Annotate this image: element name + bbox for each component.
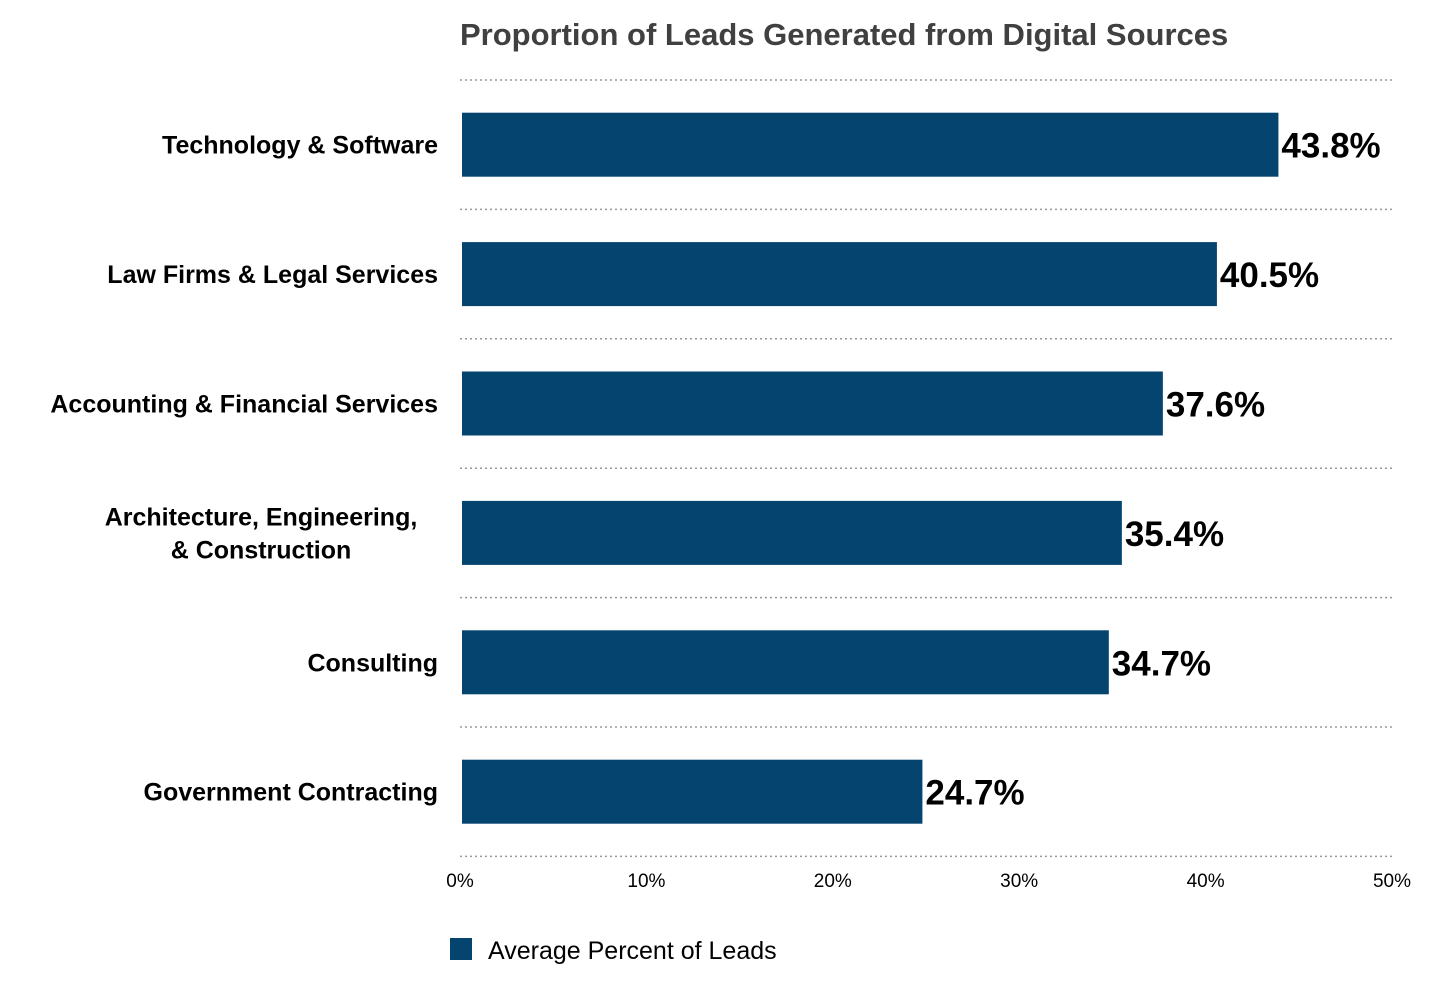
category-label: Government Contracting: [144, 779, 438, 807]
x-tick-label: 30%: [1000, 871, 1038, 892]
x-tick-label: 40%: [1187, 871, 1225, 892]
bar: [462, 242, 1217, 307]
bar: [462, 371, 1163, 436]
category-label: & Construction: [171, 536, 352, 564]
bar: [462, 500, 1122, 565]
grid-lines: [460, 79, 1394, 858]
bar: [462, 112, 1279, 177]
chart-title: Proportion of Leads Generated from Digit…: [460, 17, 1228, 52]
category-labels: Technology & Software Law Firms & Legal S…: [50, 132, 438, 807]
legend-label: Average Percent of Leads: [488, 937, 777, 965]
legend: Average Percent of Leads: [450, 937, 777, 965]
data-label: 43.8%: [1281, 127, 1380, 166]
category-label: Technology & Software: [162, 132, 438, 160]
x-tick-label: 10%: [627, 871, 665, 892]
bar: [462, 630, 1109, 695]
category-label: Architecture, Engineering,: [105, 503, 418, 531]
x-tick-label: 0%: [446, 871, 474, 892]
data-label: 40.5%: [1220, 256, 1319, 295]
legend-swatch: [450, 938, 472, 960]
data-label: 34.7%: [1112, 644, 1211, 683]
category-label: Accounting & Financial Services: [50, 391, 438, 419]
category-label: Consulting: [307, 649, 438, 677]
x-axis-tick-labels: 0% 10% 20% 30% 40% 50%: [446, 871, 1411, 892]
bar: [462, 759, 923, 824]
data-label: 37.6%: [1166, 386, 1265, 425]
data-labels: 43.8% 40.5% 37.6% 35.4% 34.7% 24.7%: [925, 127, 1380, 813]
data-label: 35.4%: [1125, 515, 1224, 554]
bars: [462, 112, 1279, 824]
x-tick-label: 20%: [814, 871, 852, 892]
category-label: Law Firms & Legal Services: [107, 261, 438, 289]
x-tick-label: 50%: [1373, 871, 1411, 892]
data-label: 24.7%: [925, 774, 1024, 813]
